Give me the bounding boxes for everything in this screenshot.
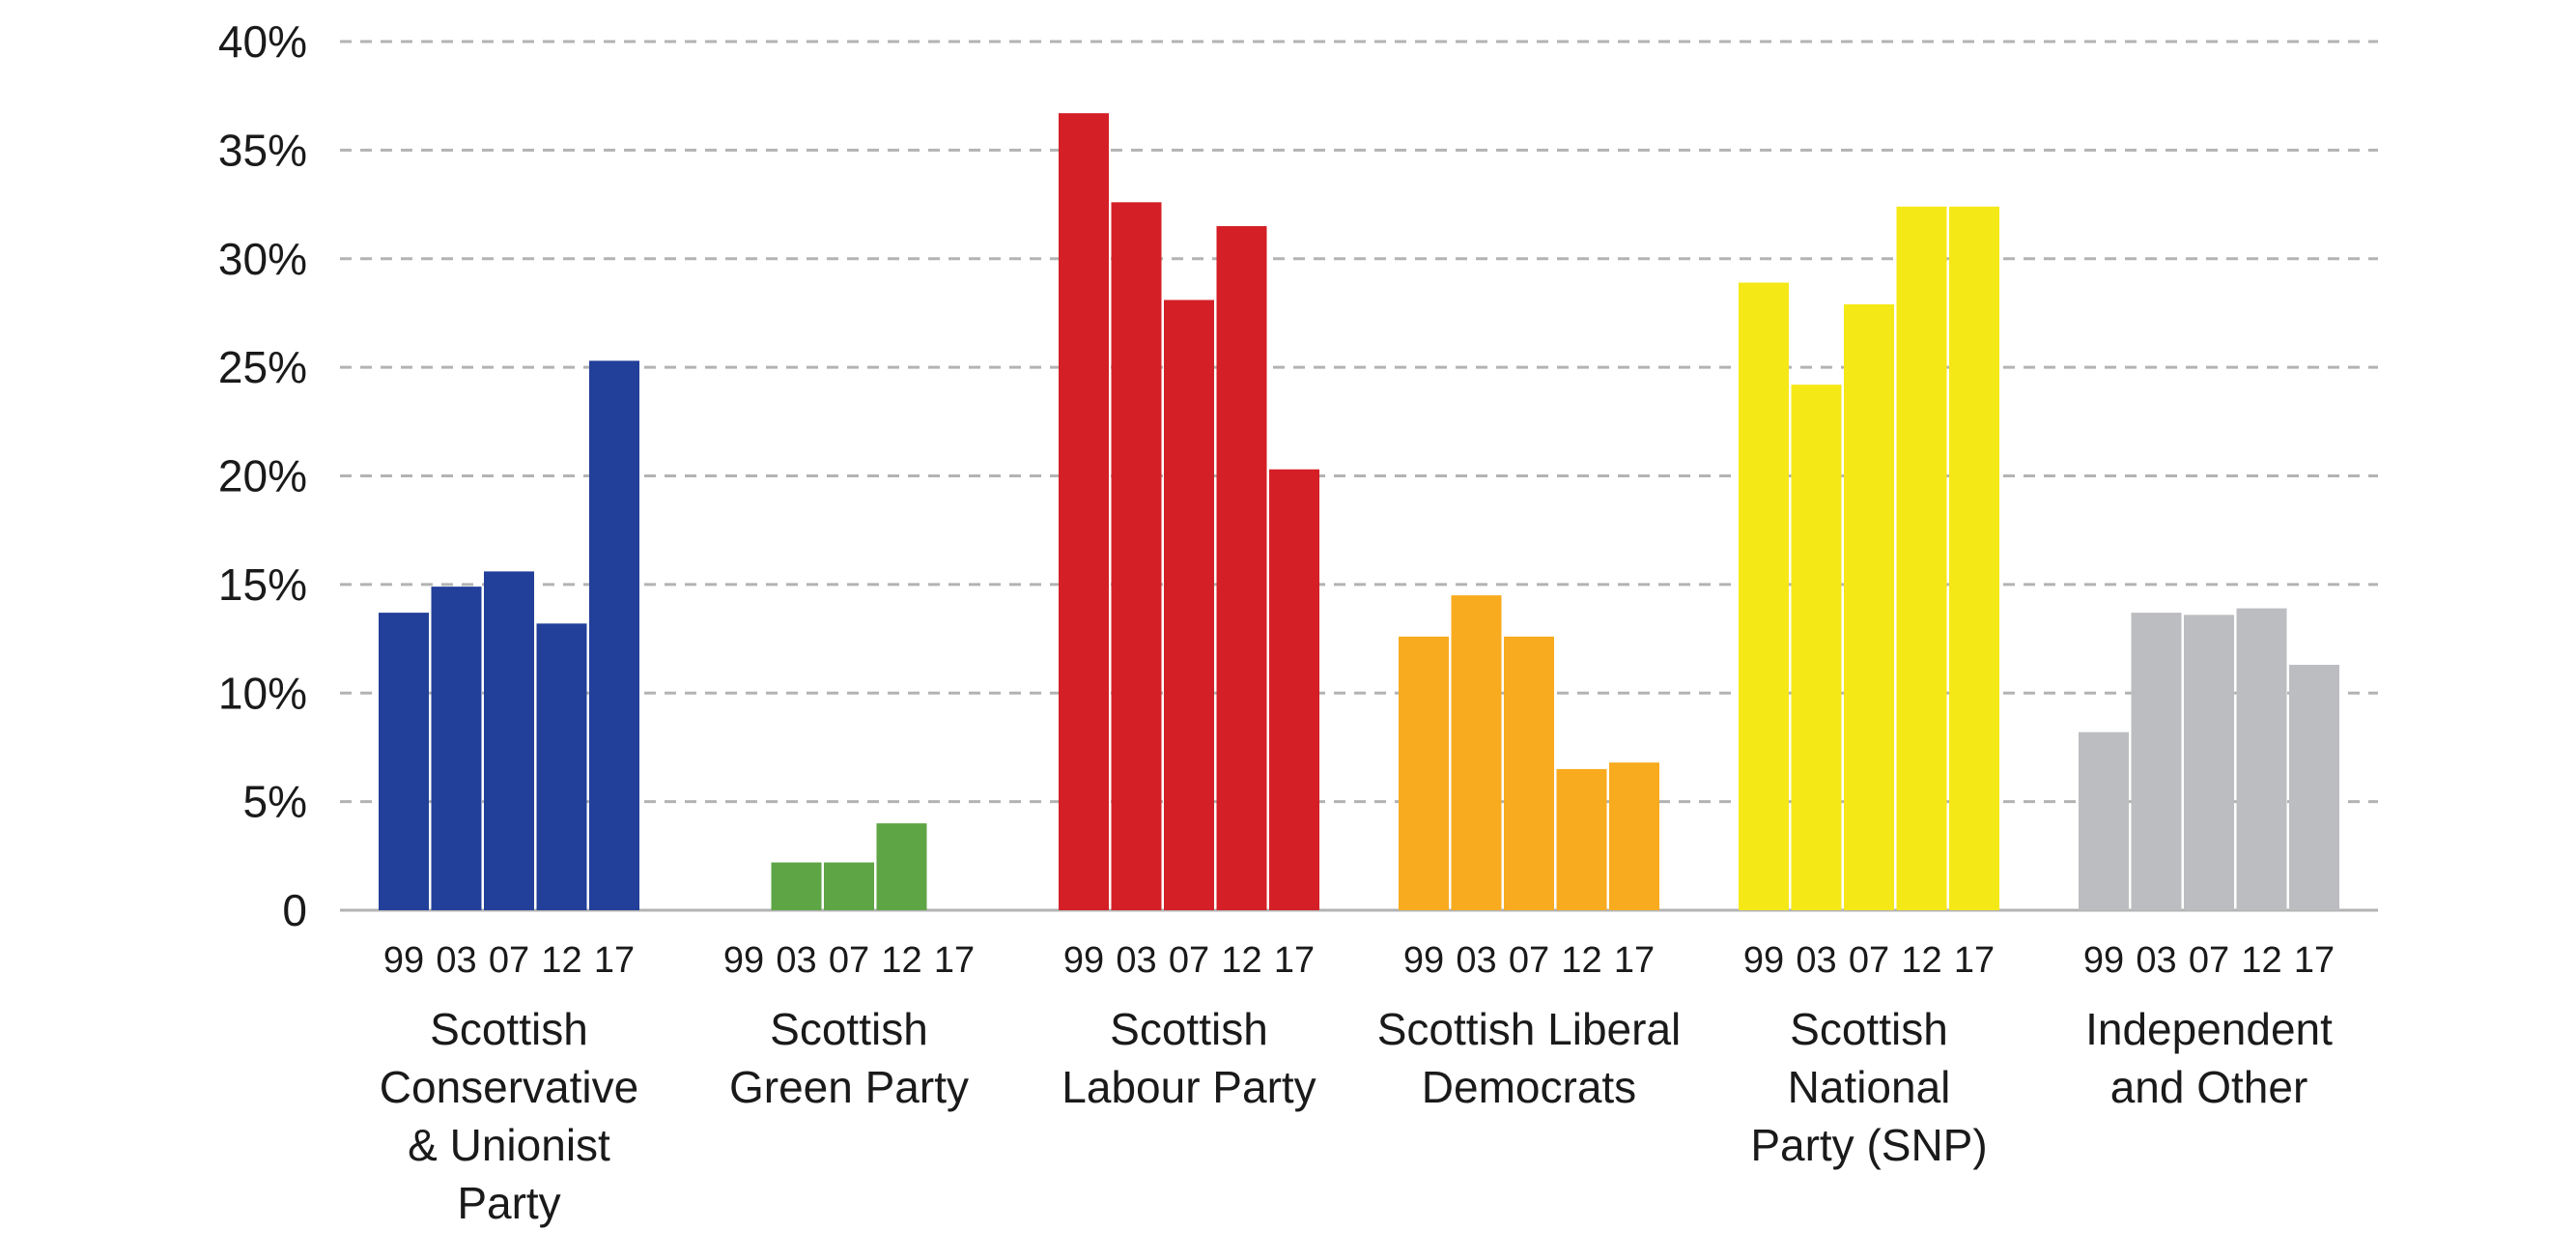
bar xyxy=(876,823,927,910)
category-label: Scottish xyxy=(430,1004,588,1054)
bar xyxy=(484,571,534,910)
bar xyxy=(589,360,639,910)
bar-group xyxy=(379,360,639,910)
year-tick-label: 99 xyxy=(723,940,764,981)
y-tick-label: 25% xyxy=(218,342,307,392)
category-label: and Other xyxy=(2110,1062,2308,1112)
bar xyxy=(1059,113,1109,911)
bar xyxy=(1739,282,1789,910)
bar xyxy=(2289,665,2339,910)
year-tick-label: 17 xyxy=(594,940,635,981)
y-tick-label: 30% xyxy=(218,234,307,284)
year-tick-label: 12 xyxy=(1901,940,1941,981)
year-tick-label: 99 xyxy=(1403,940,1444,981)
bar-group xyxy=(1739,206,1999,911)
year-tick-label: 03 xyxy=(1116,940,1156,981)
bar-group xyxy=(2079,608,2339,910)
year-tick-label: 17 xyxy=(934,940,975,981)
year-tick-label: 07 xyxy=(829,940,869,981)
bar xyxy=(2184,615,2234,910)
category-label: Scottish xyxy=(1790,1004,1948,1054)
y-tick-label: 40% xyxy=(218,16,307,67)
bar xyxy=(379,613,429,910)
y-tick-label: 5% xyxy=(243,777,307,827)
year-tick-label: 07 xyxy=(1169,940,1209,981)
year-tick-label: 07 xyxy=(2189,940,2229,981)
year-tick-label: 07 xyxy=(489,940,529,981)
category-label: Scottish xyxy=(1110,1004,1268,1054)
y-tick-label: 0 xyxy=(282,885,307,935)
y-axis: 0 5% 10% 15% 20% 25% 30% 35% 40% xyxy=(218,16,2378,935)
bar xyxy=(431,587,482,910)
year-tick-label: 17 xyxy=(1954,940,1995,981)
year-tick-label: 12 xyxy=(541,940,581,981)
category-label: Conservative xyxy=(380,1062,638,1112)
year-tick-label: 03 xyxy=(2136,940,2176,981)
category-label: Party xyxy=(457,1178,560,1228)
bar xyxy=(1269,469,1319,910)
year-tick-label: 17 xyxy=(1274,940,1315,981)
category-label: Scottish xyxy=(770,1004,928,1054)
year-tick-label: 12 xyxy=(881,940,921,981)
bar xyxy=(2131,613,2182,910)
bar xyxy=(824,862,874,910)
y-tick-label: 15% xyxy=(218,559,307,610)
category-label: Democrats xyxy=(1422,1062,1636,1112)
year-tick-label: 99 xyxy=(2083,940,2124,981)
year-tick-label: 07 xyxy=(1849,940,1889,981)
bar xyxy=(1216,226,1267,911)
year-tick-label: 03 xyxy=(1796,940,1836,981)
category-label: & Unionist xyxy=(408,1120,610,1170)
y-tick-label: 35% xyxy=(218,125,307,175)
bar xyxy=(1556,768,1607,910)
bar xyxy=(536,623,587,910)
year-tick-label: 12 xyxy=(1561,940,1601,981)
y-tick-label: 20% xyxy=(218,451,307,501)
year-tick-label: 99 xyxy=(383,940,424,981)
bar-group xyxy=(1059,113,1319,911)
category-label: Scottish Liberal xyxy=(1377,1004,1682,1054)
bar xyxy=(1111,202,1162,910)
category-label: Independent xyxy=(2085,1004,2333,1054)
year-tick-label: 12 xyxy=(1221,940,1261,981)
grid-layer xyxy=(340,40,2378,804)
bar xyxy=(771,862,822,910)
bar xyxy=(2236,608,2287,910)
bar xyxy=(1949,206,1999,910)
y-tick-label: 10% xyxy=(218,668,307,718)
bar xyxy=(1399,636,1449,910)
category-label: Green Party xyxy=(729,1062,969,1112)
year-tick-label: 03 xyxy=(1456,940,1496,981)
bar xyxy=(1791,385,1842,911)
bar xyxy=(2079,731,2129,910)
year-tick-label: 03 xyxy=(436,940,476,981)
bar xyxy=(1451,595,1502,910)
year-tick-label: 99 xyxy=(1743,940,1784,981)
year-tick-label: 17 xyxy=(1614,940,1655,981)
bars-layer xyxy=(379,113,2339,911)
bar-group xyxy=(771,823,927,910)
year-tick-label: 17 xyxy=(2294,940,2335,981)
year-tick-label: 99 xyxy=(1063,940,1104,981)
bar xyxy=(1896,206,1947,910)
bar-group xyxy=(1399,595,1659,910)
category-label: Party (SNP) xyxy=(1750,1120,1987,1170)
category-label: National xyxy=(1788,1062,1951,1112)
bar xyxy=(1164,300,1214,910)
year-tick-label: 12 xyxy=(2241,940,2281,981)
year-tick-label: 07 xyxy=(1509,940,1549,981)
bar xyxy=(1844,303,1894,910)
bar xyxy=(1609,762,1659,910)
category-label: Labour Party xyxy=(1062,1062,1316,1112)
year-tick-label: 03 xyxy=(776,940,816,981)
bar xyxy=(1504,636,1554,910)
